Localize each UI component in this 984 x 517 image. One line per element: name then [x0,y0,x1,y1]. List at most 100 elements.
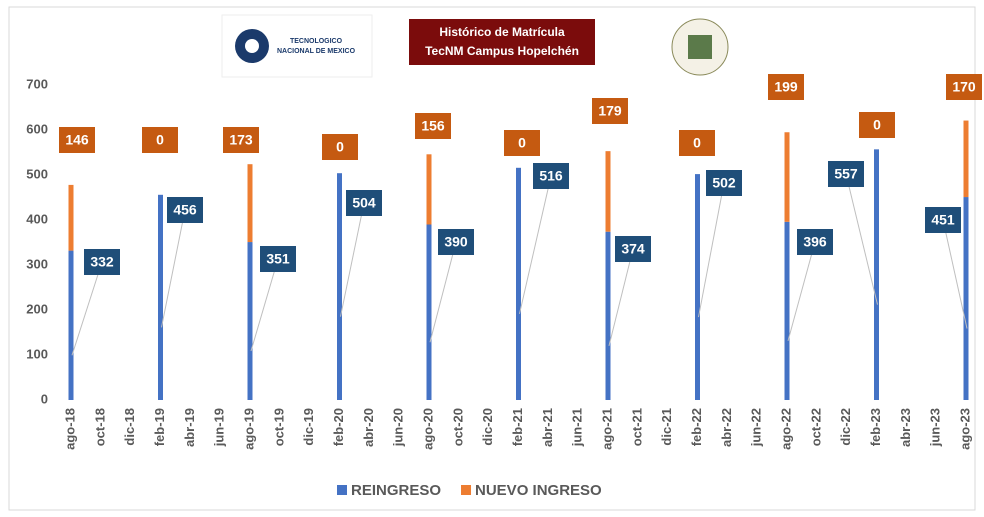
data-label: 170 [952,79,976,95]
x-tick-label: ago-23 [957,408,972,450]
x-tick-label: oct-18 [92,408,107,446]
bar-segment [337,173,342,400]
y-tick-label: 300 [26,256,48,271]
data-label: 199 [774,79,798,95]
x-tick-label: feb-22 [689,408,704,446]
data-label-box [59,127,95,153]
legend-label: NUEVO INGRESO [475,482,602,499]
x-tick-label: feb-19 [152,408,167,446]
data-label: 456 [173,202,197,218]
data-label-box [260,246,296,272]
x-tick-label: abr-22 [719,408,734,447]
data-label: 0 [873,117,881,133]
leader-line [71,261,103,356]
data-label: 351 [266,251,290,267]
x-tick-label: dic-21 [659,408,674,446]
chart-frame [8,6,976,511]
x-tick-label: dic-22 [838,408,853,446]
data-label-box [615,236,651,262]
y-tick-label: 0 [41,391,48,406]
bar-segment [874,149,879,400]
data-label-box [415,113,451,139]
x-tick-label: abr-19 [182,408,197,447]
y-tick-label: 700 [26,76,48,91]
data-label: 557 [834,166,858,182]
bar-segment [784,221,790,400]
x-tick-label: feb-21 [510,408,525,446]
bar-segment [784,132,790,222]
campus-logo-center [688,35,712,59]
leader-line [845,173,878,305]
x-tick-label: ago-22 [778,408,793,450]
title-box [409,19,595,65]
x-tick-label: abr-21 [540,408,555,447]
leader-line [519,175,552,315]
data-label-box [504,130,540,156]
y-tick-label: 100 [26,346,48,361]
data-label: 156 [421,118,445,134]
x-tick-label: feb-20 [331,408,346,446]
bar-segment [695,174,700,400]
x-tick-label: dic-20 [480,408,495,446]
data-label: 179 [598,103,622,119]
bar-segment [426,154,432,225]
leader-line [608,248,634,346]
bar-segment [963,120,969,198]
data-label-box [706,170,742,196]
data-label-box [592,98,628,124]
data-label-box [438,229,474,255]
legend-swatch [337,485,347,495]
leader-line [340,202,365,317]
bar-segment [605,151,611,232]
data-label-box [322,134,358,160]
x-tick-label: oct-19 [271,408,286,446]
y-tick-label: 200 [26,301,48,316]
bar-segment [605,231,611,400]
data-label-box [223,127,259,153]
logo-text: TECNOLOGICO [290,38,343,45]
x-tick-label: ago-18 [62,408,77,450]
data-label: 396 [803,234,827,250]
data-label-box [167,197,203,223]
x-tick-label: dic-18 [122,408,137,446]
data-label: 390 [444,234,468,250]
data-label-box [946,74,982,100]
x-tick-label: oct-22 [808,408,823,446]
data-label: 502 [712,175,736,191]
data-label: 0 [336,139,344,155]
x-tick-label: jun-23 [928,408,943,447]
data-label-box [84,249,120,275]
leader-line [698,182,725,318]
logo-text: NACIONAL DE MEXICO [277,48,356,55]
bar-segment [247,242,253,400]
data-label: 332 [90,254,114,270]
x-tick-label: abr-20 [361,408,376,447]
leader-line [942,219,968,329]
data-label: 504 [352,195,376,211]
x-tick-label: oct-20 [450,408,465,446]
data-label: 146 [65,132,89,148]
y-tick-label: 500 [26,166,48,181]
data-label-box [768,74,804,100]
bar-segment [247,164,253,243]
leader-line [429,241,457,343]
bar-segment [68,250,74,400]
bar-segment [68,184,74,251]
x-tick-label: ago-20 [420,408,435,450]
bar-segment [516,167,521,400]
data-label: 451 [931,212,955,228]
y-tick-label: 600 [26,121,48,136]
x-tick-label: jun-19 [212,408,227,447]
data-label-box [859,112,895,138]
data-label-box [142,127,178,153]
leader-line [250,258,279,352]
data-label-box [797,229,833,255]
bar-segment [963,197,969,400]
bar-segment [158,194,163,400]
x-tick-label: dic-19 [301,408,316,446]
x-tick-label: ago-21 [599,408,614,450]
chart-subtitle: TecNM Campus Hopelchén [425,44,579,58]
data-label-box [533,163,569,189]
x-tick-label: abr-23 [898,408,913,447]
